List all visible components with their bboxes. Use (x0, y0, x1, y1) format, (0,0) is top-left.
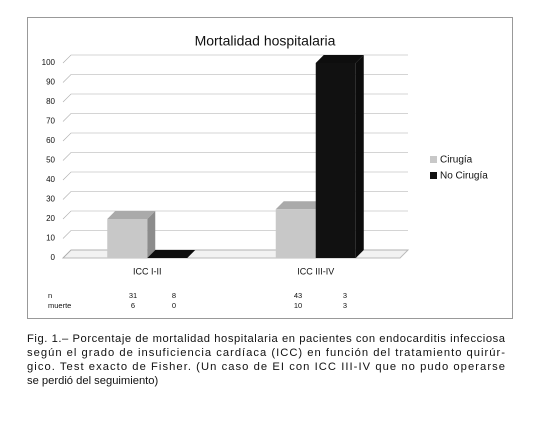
table-cell: 43 (294, 291, 302, 300)
y-tick-label: 10 (46, 234, 55, 243)
y-tick-label: 50 (46, 156, 55, 165)
table-cell: 10 (294, 301, 302, 310)
y-tick-label: 0 (51, 253, 56, 262)
y-tick-label: 30 (46, 195, 55, 204)
bar-top (275, 201, 324, 210)
caption-line: Fig. 1.– Porcentaje de mortalidad hospit… (27, 333, 506, 345)
table-cell: 0 (172, 301, 176, 310)
x-tick-label: ICC I-II (133, 266, 162, 276)
bar (107, 219, 148, 258)
grid-line (62, 171, 408, 181)
y-tick-label: 20 (46, 214, 55, 223)
table-cell: 3 (343, 291, 347, 300)
bar-side (147, 211, 156, 258)
bar (275, 209, 316, 258)
legend-swatch (430, 156, 437, 163)
y-tick-label: 90 (46, 78, 55, 87)
y-tick-label: 70 (46, 117, 55, 126)
bar-top (107, 211, 156, 219)
legend-label: Cirugía (440, 155, 473, 166)
caption-line: según el grado de insuficiencia cardíaca… (27, 347, 505, 359)
grid-line (62, 113, 408, 122)
table-row-label: n (48, 291, 52, 300)
legend-swatch (430, 172, 437, 179)
table-cell: 6 (131, 301, 135, 310)
grid-line (62, 132, 408, 142)
table-cell: 8 (172, 291, 176, 300)
y-tick-label: 60 (46, 136, 55, 145)
chart-frame (27, 17, 513, 319)
y-tick-label: 80 (46, 97, 55, 106)
y-tick-label: 40 (46, 175, 55, 184)
grid-line (62, 74, 408, 83)
x-tick-label: ICC III-IV (297, 266, 334, 276)
bar-top (315, 55, 364, 63)
grid-line (62, 191, 408, 200)
table-row-label: muerte (48, 301, 71, 310)
grid-line (62, 54, 408, 64)
caption-line: se perdió del seguimiento) (27, 375, 158, 387)
bar-top (147, 250, 196, 258)
table-cell: 3 (343, 301, 347, 310)
grid-line (62, 152, 408, 161)
bar (315, 63, 356, 258)
grid-line (62, 93, 408, 103)
table-cell: 31 (129, 291, 137, 300)
chart-title: Mortalidad hospitalaria (195, 33, 336, 49)
caption-line: gico. Test exacto de Fisher. (Un caso de… (27, 361, 505, 373)
bar-side (355, 55, 364, 258)
y-tick-label: 100 (42, 58, 56, 67)
legend-label: No Cirugía (440, 171, 488, 182)
